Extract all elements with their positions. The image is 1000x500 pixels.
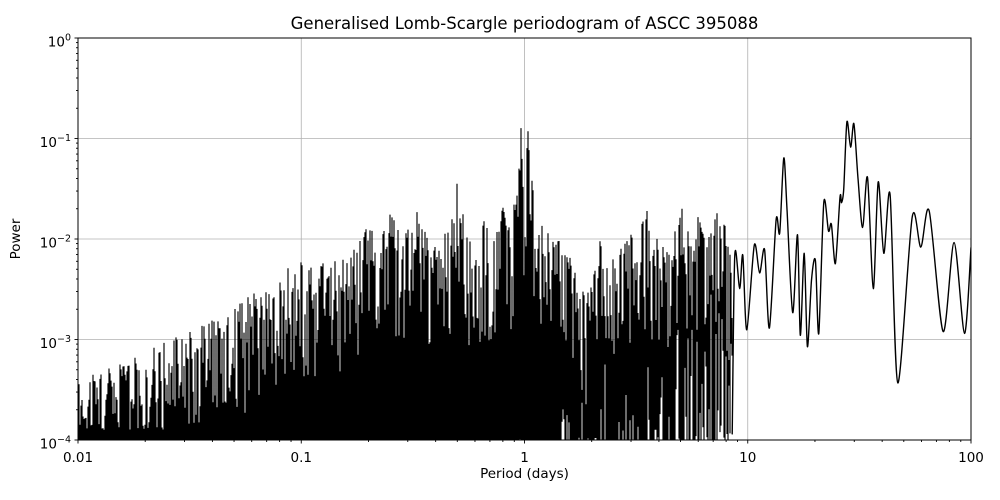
series-layer bbox=[78, 120, 971, 440]
y-axis-label: Power bbox=[8, 218, 24, 259]
x-tick-label: 10 bbox=[739, 450, 756, 466]
axis-ticks bbox=[74, 37, 972, 444]
y-tick-label: 100 bbox=[48, 33, 71, 51]
x-tick-label: 1 bbox=[520, 450, 529, 466]
chart-title: Generalised Lomb-Scargle periodogram of … bbox=[291, 14, 759, 33]
y-tick-label: 10−4 bbox=[40, 435, 71, 453]
x-tick-label: 0.01 bbox=[63, 450, 93, 466]
series-dense-region bbox=[78, 128, 733, 440]
x-tick-label: 100 bbox=[958, 450, 984, 466]
series-resolved-region bbox=[731, 120, 971, 435]
y-tick-label: 10−3 bbox=[40, 334, 71, 352]
y-tick-label: 10−2 bbox=[40, 234, 71, 252]
axis-tick-labels: 0.01 0.1 1 10 100 100 10−1 10−2 10−3 10−4 bbox=[40, 33, 984, 467]
y-tick-label: 10−1 bbox=[40, 133, 71, 151]
x-axis-label: Period (days) bbox=[480, 466, 569, 482]
x-tick-label: 0.1 bbox=[291, 450, 312, 466]
